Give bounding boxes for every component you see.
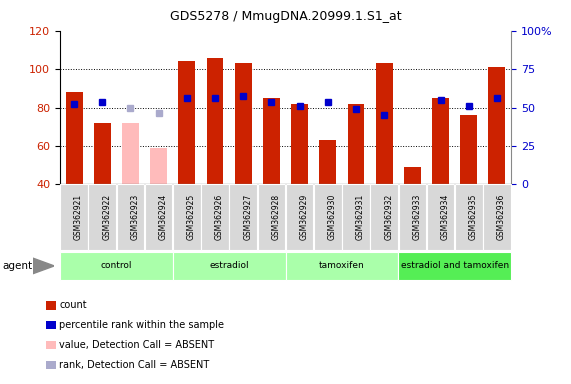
- Text: rank, Detection Call = ABSENT: rank, Detection Call = ABSENT: [59, 360, 210, 370]
- Polygon shape: [33, 258, 54, 274]
- Text: GSM362936: GSM362936: [497, 194, 506, 240]
- Text: GSM362924: GSM362924: [159, 194, 168, 240]
- Text: GSM362931: GSM362931: [356, 194, 365, 240]
- Bar: [263, 98, 280, 184]
- Bar: [432, 98, 449, 184]
- Text: GSM362923: GSM362923: [130, 194, 139, 240]
- Text: estradiol and tamoxifen: estradiol and tamoxifen: [401, 262, 509, 270]
- Text: control: control: [100, 262, 132, 270]
- Bar: [489, 67, 505, 184]
- Bar: [122, 123, 139, 184]
- Text: GSM362929: GSM362929: [300, 194, 308, 240]
- Text: GSM362933: GSM362933: [412, 194, 421, 240]
- Bar: [460, 115, 477, 184]
- Text: percentile rank within the sample: percentile rank within the sample: [59, 320, 224, 330]
- Text: GSM362928: GSM362928: [271, 194, 280, 240]
- Bar: [376, 63, 393, 184]
- Text: GDS5278 / MmugDNA.20999.1.S1_at: GDS5278 / MmugDNA.20999.1.S1_at: [170, 10, 401, 23]
- Text: tamoxifen: tamoxifen: [319, 262, 365, 270]
- Bar: [94, 123, 111, 184]
- Text: value, Detection Call = ABSENT: value, Detection Call = ABSENT: [59, 340, 215, 350]
- Bar: [66, 92, 83, 184]
- Bar: [291, 104, 308, 184]
- Bar: [235, 63, 252, 184]
- Text: GSM362935: GSM362935: [469, 194, 478, 240]
- Bar: [404, 167, 421, 184]
- Text: agent: agent: [3, 261, 33, 271]
- Bar: [207, 58, 223, 184]
- Bar: [150, 148, 167, 184]
- Text: GSM362930: GSM362930: [328, 194, 337, 240]
- Bar: [178, 61, 195, 184]
- Text: GSM362927: GSM362927: [243, 194, 252, 240]
- Bar: [319, 140, 336, 184]
- Text: GSM362934: GSM362934: [441, 194, 449, 240]
- Text: GSM362925: GSM362925: [187, 194, 196, 240]
- Text: estradiol: estradiol: [210, 262, 249, 270]
- Text: GSM362926: GSM362926: [215, 194, 224, 240]
- Text: count: count: [59, 300, 87, 310]
- Bar: [348, 104, 364, 184]
- Text: GSM362922: GSM362922: [102, 194, 111, 240]
- Text: GSM362921: GSM362921: [74, 194, 83, 240]
- Text: GSM362932: GSM362932: [384, 194, 393, 240]
